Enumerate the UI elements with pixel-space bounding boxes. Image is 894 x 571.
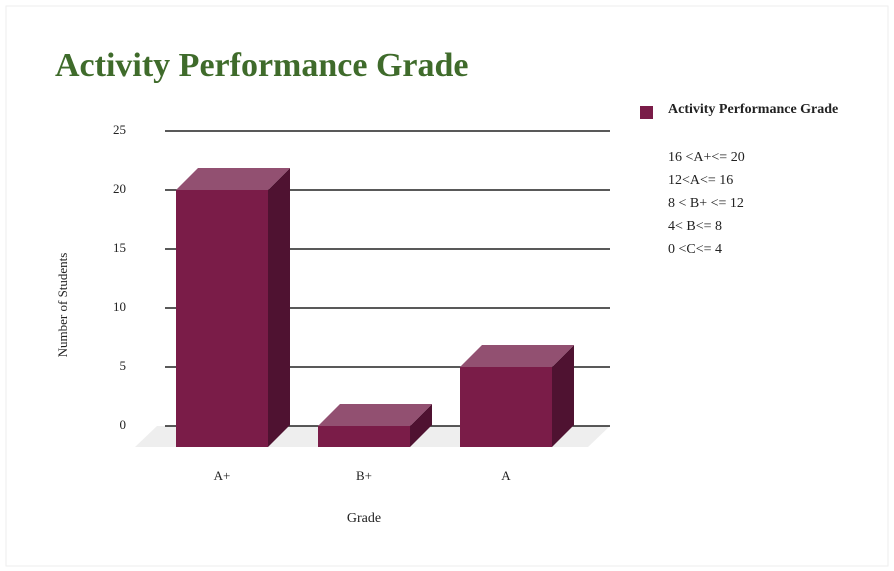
bar-side [268,168,290,447]
bar [176,190,268,447]
legend-note: 8 < B+ <= 12 [668,196,744,211]
chart-title: Activity Performance Grade [55,47,469,84]
y-tick-label: 0 [120,417,127,432]
legend-label: Activity Performance Grade [668,102,838,117]
y-tick-label: 10 [113,299,126,314]
legend-note: 12<A<= 16 [668,173,733,188]
legend-note: 16 <A+<= 20 [668,150,745,165]
y-tick-label: 25 [113,122,126,137]
y-tick-label: 5 [120,358,127,373]
x-tick-label: A+ [214,468,231,483]
y-tick-label: 15 [113,240,126,255]
legend-swatch [640,106,653,119]
y-tick-label: 20 [113,181,126,196]
bar-top [318,404,432,426]
y-axis-label: Number of Students [55,253,70,358]
legend-text: Activity Performance Grade [668,102,838,117]
chart-frame [5,5,889,567]
bar-top [460,345,574,367]
x-tick-label: A [501,468,511,483]
x-axis-label: Grade [347,511,381,526]
bar [318,426,410,447]
legend-note: 0 <C<= 4 [668,242,722,257]
x-tick-label: B+ [356,468,372,483]
bar-top [176,168,290,190]
bar-side [552,345,574,447]
legend-note: 4< B<= 8 [668,219,722,234]
bar [460,367,552,447]
bar-side [410,404,432,447]
